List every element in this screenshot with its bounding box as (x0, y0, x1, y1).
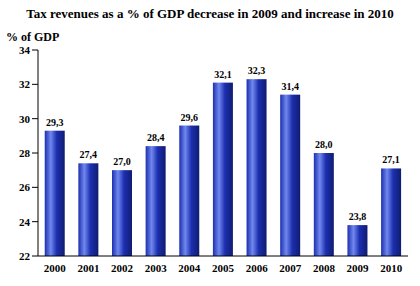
svg-text:31,4: 31,4 (281, 81, 299, 92)
svg-text:2004: 2004 (178, 262, 201, 274)
svg-text:32,1: 32,1 (214, 69, 232, 80)
svg-text:22: 22 (19, 250, 31, 262)
svg-text:28,4: 28,4 (147, 132, 165, 143)
svg-text:32: 32 (19, 78, 31, 90)
svg-text:2008: 2008 (313, 262, 336, 274)
svg-text:28: 28 (19, 147, 31, 159)
svg-text:2002: 2002 (111, 262, 134, 274)
svg-text:2009: 2009 (347, 262, 370, 274)
svg-text:27,1: 27,1 (382, 154, 400, 165)
svg-text:32,3: 32,3 (248, 65, 266, 76)
svg-text:2001: 2001 (77, 262, 99, 274)
svg-text:2005: 2005 (212, 262, 235, 274)
svg-text:23,8: 23,8 (349, 211, 367, 222)
svg-text:2007: 2007 (279, 262, 302, 274)
svg-text:2010: 2010 (380, 262, 403, 274)
svg-text:28,0: 28,0 (315, 139, 333, 150)
svg-text:24: 24 (19, 216, 31, 228)
svg-text:34: 34 (19, 44, 31, 56)
svg-text:30: 30 (19, 113, 31, 125)
svg-text:27,0: 27,0 (113, 156, 131, 167)
svg-text:27,4: 27,4 (80, 149, 98, 160)
svg-text:29,3: 29,3 (46, 117, 64, 128)
svg-text:26: 26 (19, 181, 31, 193)
svg-text:29,6: 29,6 (181, 112, 199, 123)
svg-text:2003: 2003 (145, 262, 168, 274)
svg-text:2000: 2000 (44, 262, 67, 274)
html-text:% of GDP: % of GDP (6, 30, 60, 44)
svg-text:2006: 2006 (246, 262, 269, 274)
html-text:Tax revenues as a % of GDP dec: Tax revenues as a % of GDP decrease in 2… (26, 6, 394, 21)
